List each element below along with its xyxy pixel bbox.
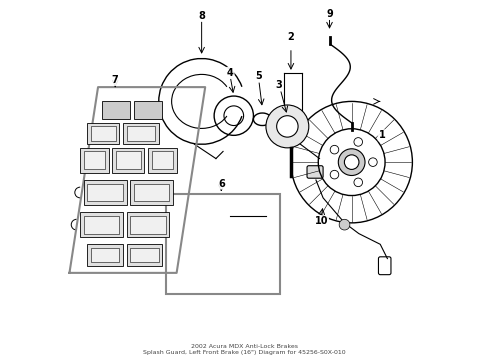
- Bar: [130, 248, 159, 262]
- Text: 1: 1: [378, 130, 385, 140]
- Bar: [126, 126, 155, 141]
- Text: 9: 9: [325, 9, 332, 19]
- Circle shape: [368, 158, 376, 166]
- Text: 2: 2: [287, 32, 294, 42]
- FancyBboxPatch shape: [378, 257, 390, 275]
- Bar: [116, 152, 141, 169]
- Bar: [80, 212, 123, 237]
- Circle shape: [265, 105, 308, 148]
- Circle shape: [189, 264, 206, 282]
- Circle shape: [276, 116, 298, 137]
- Bar: [126, 212, 169, 237]
- Text: 10: 10: [314, 216, 327, 226]
- Circle shape: [244, 208, 252, 216]
- Text: 8: 8: [198, 11, 204, 21]
- Bar: [151, 152, 173, 169]
- Circle shape: [329, 170, 338, 179]
- Bar: [102, 102, 130, 119]
- Circle shape: [244, 233, 252, 242]
- Bar: [130, 216, 165, 234]
- Text: 3: 3: [274, 80, 281, 90]
- Circle shape: [353, 138, 362, 146]
- Text: 4: 4: [226, 68, 233, 78]
- Bar: [87, 244, 123, 266]
- Bar: [134, 184, 169, 202]
- Circle shape: [183, 258, 212, 287]
- Circle shape: [339, 219, 349, 230]
- Bar: [126, 244, 162, 266]
- Bar: [87, 184, 123, 202]
- Bar: [91, 126, 116, 141]
- Text: 6: 6: [218, 179, 224, 189]
- Circle shape: [344, 155, 358, 170]
- Circle shape: [353, 178, 362, 186]
- Bar: [112, 148, 144, 173]
- Bar: [83, 180, 126, 205]
- FancyBboxPatch shape: [226, 202, 269, 280]
- Bar: [91, 248, 119, 262]
- Circle shape: [329, 145, 338, 154]
- Circle shape: [244, 261, 252, 270]
- Bar: [80, 148, 108, 173]
- Text: 2002 Acura MDX Anti-Lock Brakes
Splash Guard, Left Front Brake (16") Diagram for: 2002 Acura MDX Anti-Lock Brakes Splash G…: [143, 344, 345, 355]
- Bar: [83, 216, 119, 234]
- FancyBboxPatch shape: [306, 166, 323, 178]
- Bar: [134, 102, 162, 119]
- FancyBboxPatch shape: [165, 194, 230, 294]
- Bar: [83, 152, 105, 169]
- Circle shape: [183, 230, 212, 258]
- Circle shape: [189, 235, 206, 253]
- Circle shape: [338, 149, 364, 175]
- Bar: [123, 123, 159, 144]
- Text: 7: 7: [112, 75, 118, 85]
- Text: 5: 5: [255, 71, 262, 81]
- Bar: [87, 123, 119, 144]
- Bar: [165, 194, 280, 294]
- Bar: [130, 180, 173, 205]
- Bar: [148, 148, 176, 173]
